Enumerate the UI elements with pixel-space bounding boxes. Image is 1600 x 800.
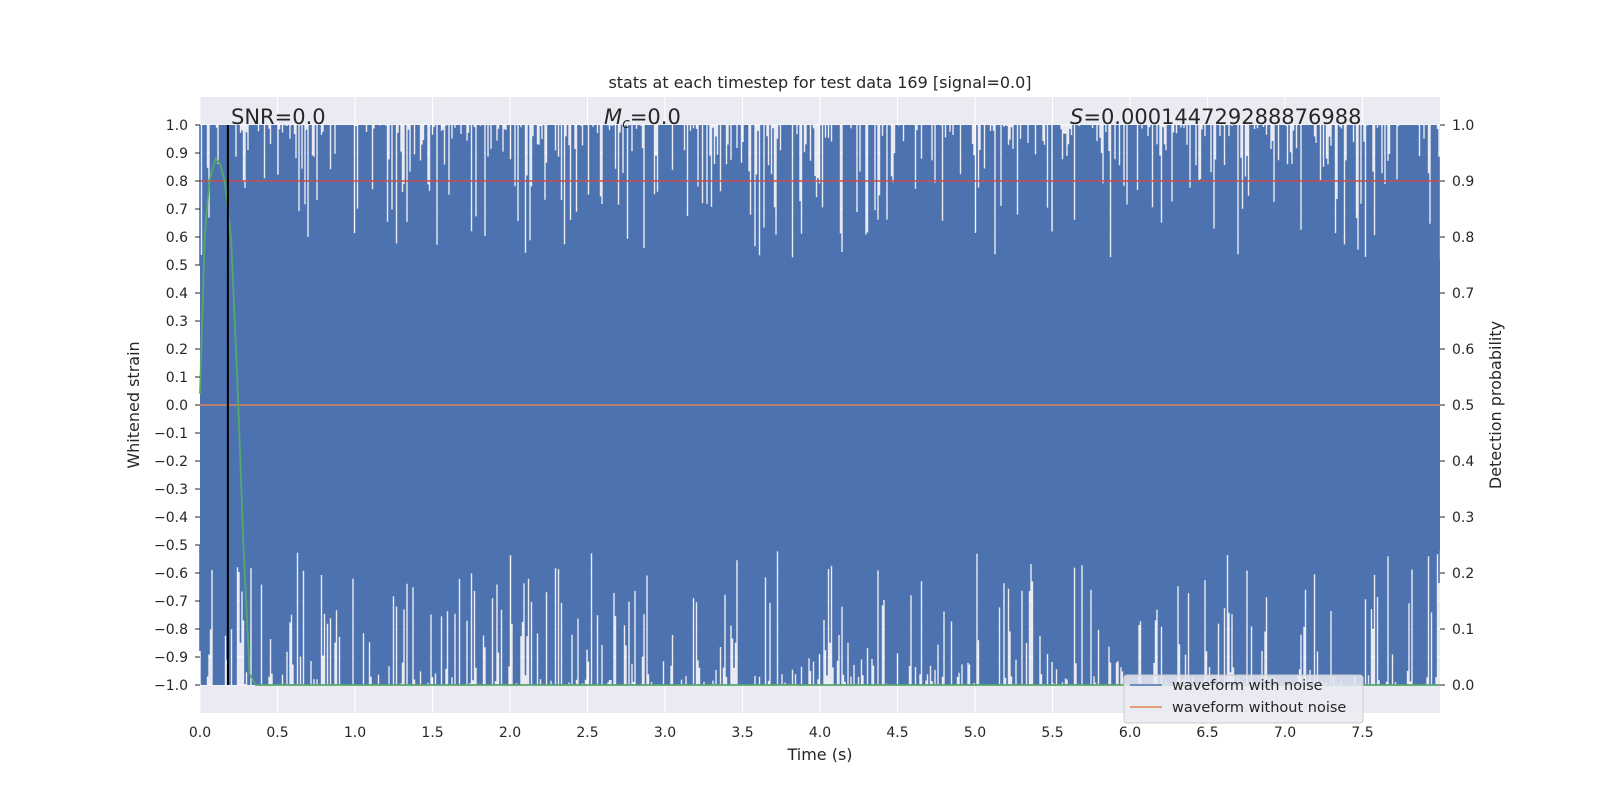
y-right-tick-label: 0.3	[1452, 510, 1474, 526]
chirp-mass-value: =0.0	[630, 105, 681, 129]
x-tick-label: 5.5	[1041, 725, 1063, 741]
snr-annotation: SNR=0.0	[231, 105, 326, 129]
x-tick-label: 0.5	[266, 725, 288, 741]
legend-label-noise: waveform with noise	[1172, 678, 1323, 694]
x-tick-label: 6.5	[1196, 725, 1218, 741]
statistic-annotation: S=0.000144729288876988	[1070, 105, 1361, 129]
y-right-tick-label: 0.0	[1452, 678, 1474, 694]
y-right-tick-label: 0.4	[1452, 454, 1474, 470]
x-tick-label: 7.0	[1274, 725, 1296, 741]
y-right-tick-label: 0.7	[1452, 286, 1474, 302]
y-tick-label: −1.0	[154, 678, 188, 694]
y-tick-label: −0.1	[154, 426, 188, 442]
x-tick-label: 3.5	[731, 725, 753, 741]
y-tick-label: 0.7	[166, 202, 188, 218]
y-tick-label: −0.7	[154, 594, 188, 610]
x-tick-label: 2.0	[499, 725, 521, 741]
y-right-tick-label: 0.6	[1452, 342, 1474, 358]
y-tick-label: −0.9	[154, 650, 188, 666]
x-tick-labels: 0.0 0.5 1.0 1.5 2.0 2.5 3.0 3.5 4.0 4.5 5.0 5.5 6.0 6…	[189, 725, 1374, 741]
x-tick-label: 4.5	[886, 725, 908, 741]
y-tick-label: 0.1	[166, 370, 188, 386]
legend: waveform with noise waveform without noi…	[1123, 674, 1364, 724]
x-tick-label: 2.5	[576, 725, 598, 741]
y-right-tick-label: 0.8	[1452, 230, 1474, 246]
chirp-mass-subscript: c	[622, 116, 630, 132]
y-tick-label: 0.9	[166, 146, 188, 162]
y-tick-label: 0.3	[166, 314, 188, 330]
chirp-mass-annotation: Mc=0.0	[604, 105, 681, 132]
y-right-tick-label: 0.9	[1452, 174, 1474, 190]
y-right-tick-label: 0.2	[1452, 566, 1474, 582]
statistic-value: =0.000144729288876988	[1083, 105, 1361, 129]
y-axis-label: Whitened strain	[124, 341, 143, 468]
x-tick-label: 4.0	[809, 725, 831, 741]
legend-label-clean: waveform without noise	[1172, 700, 1346, 716]
y-tick-label: 0.0	[166, 398, 188, 414]
y-tick-label: −0.3	[154, 482, 188, 498]
chirp-mass-symbol: M	[604, 105, 622, 129]
noise-lower-trace	[199, 545, 1440, 685]
y-tick-label: 0.5	[166, 258, 188, 274]
x-tick-label: 3.0	[654, 725, 676, 741]
y-tick-label: −0.8	[154, 622, 188, 638]
y-tick-label: 1.0	[166, 118, 188, 134]
y-right-tick-label: 0.5	[1452, 398, 1474, 414]
statistic-symbol: S	[1070, 105, 1083, 129]
y-tick-label: 0.6	[166, 230, 188, 246]
y-tick-label: −0.2	[154, 454, 188, 470]
y-right-tick-label: 0.1	[1452, 622, 1474, 638]
y-right-axis-label: Detection probability	[1486, 321, 1505, 489]
x-tick-label: 1.0	[344, 725, 366, 741]
y-tick-label: 0.2	[166, 342, 188, 358]
y-tick-label: −0.6	[154, 566, 188, 582]
chart-title: stats at each timestep for test data 169…	[608, 73, 1031, 92]
x-tick-label: 1.5	[421, 725, 443, 741]
x-axis-label: Time (s)	[786, 745, 852, 764]
y-tick-label: −0.5	[154, 538, 188, 554]
y-tick-label: 0.4	[166, 286, 188, 302]
x-tick-label: 5.0	[964, 725, 986, 741]
noise-upper-trace	[199, 125, 1440, 265]
y-tick-label: 0.8	[166, 174, 188, 190]
x-tick-label: 0.0	[189, 725, 211, 741]
y-right-tick-labels: 1.0 0.9 0.8 0.7 0.6 0.5 0.4 0.3 0.2 0.1 0.0	[1440, 118, 1474, 694]
legend-box	[1123, 674, 1364, 724]
y-tick-labels: 1.0 0.9 0.8 0.7 0.6 0.5 0.4 0.3 0.2 0.1 0.0 −0.1 −0.…	[154, 118, 200, 694]
x-tick-label: 6.0	[1119, 725, 1141, 741]
x-tick-label: 7.5	[1351, 725, 1373, 741]
y-tick-label: −0.4	[154, 510, 188, 526]
y-right-tick-label: 1.0	[1452, 118, 1474, 134]
